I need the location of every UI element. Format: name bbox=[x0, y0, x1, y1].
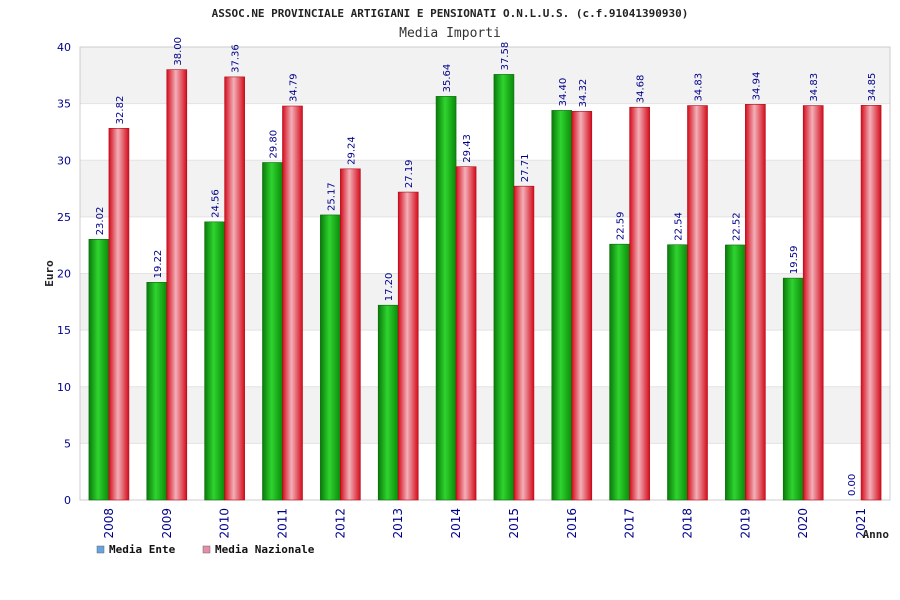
chart-title: ASSOC.NE PROVINCIALE ARTIGIANI E PENSION… bbox=[212, 7, 689, 20]
data-label-ente-2021: 0.00 bbox=[847, 474, 858, 496]
legend-swatch-nazionale bbox=[202, 545, 211, 554]
bar-nazionale-2021 bbox=[860, 105, 882, 501]
data-label-nazionale-2012: 29.24 bbox=[346, 136, 357, 165]
y-tick-label: 25 bbox=[57, 211, 71, 224]
y-tick-label: 20 bbox=[57, 268, 71, 281]
bar-nazionale-2017 bbox=[629, 106, 650, 501]
bar-ente-2014 bbox=[435, 96, 457, 501]
data-label-nazionale-2008: 32.82 bbox=[115, 96, 126, 125]
bar-nazionale-2019 bbox=[745, 104, 766, 501]
bar-nazionale-2020 bbox=[802, 105, 824, 501]
grid-band bbox=[80, 386, 890, 444]
data-label-ente-2010: 24.56 bbox=[211, 189, 222, 218]
bars bbox=[88, 69, 882, 501]
bar-ente-2013 bbox=[377, 304, 399, 501]
legend-label-nazionale: Media Nazionale bbox=[215, 543, 315, 556]
y-tick-label: 15 bbox=[57, 324, 71, 337]
data-label-ente-2014: 35.64 bbox=[442, 64, 453, 93]
data-label-nazionale-2016: 34.32 bbox=[578, 79, 589, 108]
x-tick-label-2019: 2019 bbox=[738, 508, 752, 539]
x-tick-label-2017: 2017 bbox=[623, 508, 637, 539]
x-tick-label-2016: 2016 bbox=[565, 508, 579, 539]
x-axis-ticks: 2008 2009 2010 2011 2012 2013 2014 2015 2016 2017… bbox=[102, 508, 868, 539]
bar-nazionale-2015 bbox=[513, 185, 535, 501]
bar-ente-2019 bbox=[725, 244, 746, 501]
x-tick-label-2020: 2020 bbox=[796, 508, 810, 539]
legend-swatch-ente bbox=[96, 545, 105, 554]
bar-ente-2020 bbox=[782, 277, 804, 501]
y-axis-ticks: 0 5 10 15 20 25 30 35 40 bbox=[57, 41, 71, 507]
bar-nazionale-2014 bbox=[455, 166, 477, 501]
x-tick-label-2018: 2018 bbox=[681, 508, 695, 539]
bar-ente-2011 bbox=[262, 162, 283, 501]
bar-ente-2010 bbox=[204, 221, 225, 501]
x-tick-label-2021: 2021 bbox=[854, 508, 868, 539]
x-tick-label-2010: 2010 bbox=[218, 508, 232, 539]
data-label-ente-2015: 37.58 bbox=[500, 42, 511, 71]
chart-subtitle: Media Importi bbox=[399, 26, 501, 41]
data-label-ente-2012: 25.17 bbox=[326, 182, 337, 211]
data-label-nazionale-2009: 38.00 bbox=[173, 37, 184, 66]
data-label-ente-2008: 23.02 bbox=[95, 207, 106, 236]
y-tick-label: 0 bbox=[64, 494, 71, 507]
x-tick-label-2014: 2014 bbox=[449, 508, 463, 539]
data-label-nazionale-2019: 34.94 bbox=[751, 72, 762, 101]
data-label-ente-2011: 29.80 bbox=[269, 130, 280, 159]
x-axis-label: Anno bbox=[863, 528, 890, 541]
data-label-nazionale-2020: 34.83 bbox=[809, 73, 820, 102]
grid-band bbox=[80, 160, 890, 217]
bar-ente-2008 bbox=[88, 238, 110, 501]
data-label-ente-2018: 22.54 bbox=[674, 212, 685, 241]
data-label-nazionale-2017: 34.68 bbox=[636, 75, 647, 104]
data-label-ente-2020: 19.59 bbox=[789, 246, 800, 275]
data-labels: 23.02 32.82 19.22 38.00 24.56 37.36 29.80 34.79… bbox=[95, 37, 878, 496]
y-tick-label: 5 bbox=[64, 437, 71, 450]
x-tick-label-2012: 2012 bbox=[333, 508, 347, 539]
bar-ente-2018 bbox=[667, 244, 688, 501]
data-label-nazionale-2010: 37.36 bbox=[231, 44, 242, 73]
data-label-ente-2016: 34.40 bbox=[558, 78, 569, 107]
grid-band bbox=[80, 47, 890, 104]
x-tick-label-2011: 2011 bbox=[276, 508, 290, 539]
bar-ente-2012 bbox=[320, 214, 341, 501]
data-label-nazionale-2018: 34.83 bbox=[694, 73, 705, 102]
legend-label-ente: Media Ente bbox=[109, 543, 176, 556]
data-label-ente-2019: 22.52 bbox=[731, 212, 742, 241]
x-tick-label-2015: 2015 bbox=[507, 508, 521, 539]
data-label-ente-2009: 19.22 bbox=[153, 250, 164, 279]
y-tick-label: 40 bbox=[57, 41, 71, 54]
y-tick-label: 35 bbox=[57, 98, 71, 111]
x-tick-label-2013: 2013 bbox=[391, 508, 405, 539]
data-label-ente-2013: 17.20 bbox=[384, 273, 395, 302]
bar-nazionale-2010 bbox=[224, 76, 245, 501]
data-label-nazionale-2014: 29.43 bbox=[462, 134, 473, 163]
data-label-nazionale-2013: 27.19 bbox=[404, 159, 415, 188]
y-tick-label: 30 bbox=[57, 154, 71, 167]
grid-band bbox=[80, 273, 890, 331]
data-label-ente-2017: 22.59 bbox=[616, 212, 627, 241]
x-tick-label-2008: 2008 bbox=[102, 508, 116, 539]
bar-ente-2015 bbox=[493, 74, 515, 501]
plot-area bbox=[79, 46, 891, 501]
bar-nazionale-2011 bbox=[282, 105, 303, 501]
y-tick-label: 10 bbox=[57, 381, 71, 394]
data-label-nazionale-2015: 27.71 bbox=[520, 154, 531, 183]
bar-ente-2016 bbox=[551, 110, 573, 501]
bar-nazionale-2018 bbox=[687, 105, 708, 501]
grid-bands bbox=[80, 47, 890, 444]
data-label-nazionale-2021: 34.85 bbox=[867, 73, 878, 102]
x-tick-label-2009: 2009 bbox=[160, 508, 174, 539]
bar-ente-2017 bbox=[609, 243, 630, 501]
bar-ente-2009 bbox=[146, 282, 168, 501]
data-label-nazionale-2011: 34.79 bbox=[289, 73, 300, 102]
y-axis-label: Euro bbox=[43, 260, 56, 287]
bar-nazionale-2016 bbox=[571, 111, 593, 501]
bar-nazionale-2013 bbox=[397, 191, 419, 501]
bar-nazionale-2012 bbox=[340, 168, 361, 501]
bar-nazionale-2008 bbox=[108, 128, 130, 501]
bar-nazionale-2009 bbox=[166, 69, 188, 501]
legend: Media Ente Media Nazionale bbox=[96, 543, 315, 556]
